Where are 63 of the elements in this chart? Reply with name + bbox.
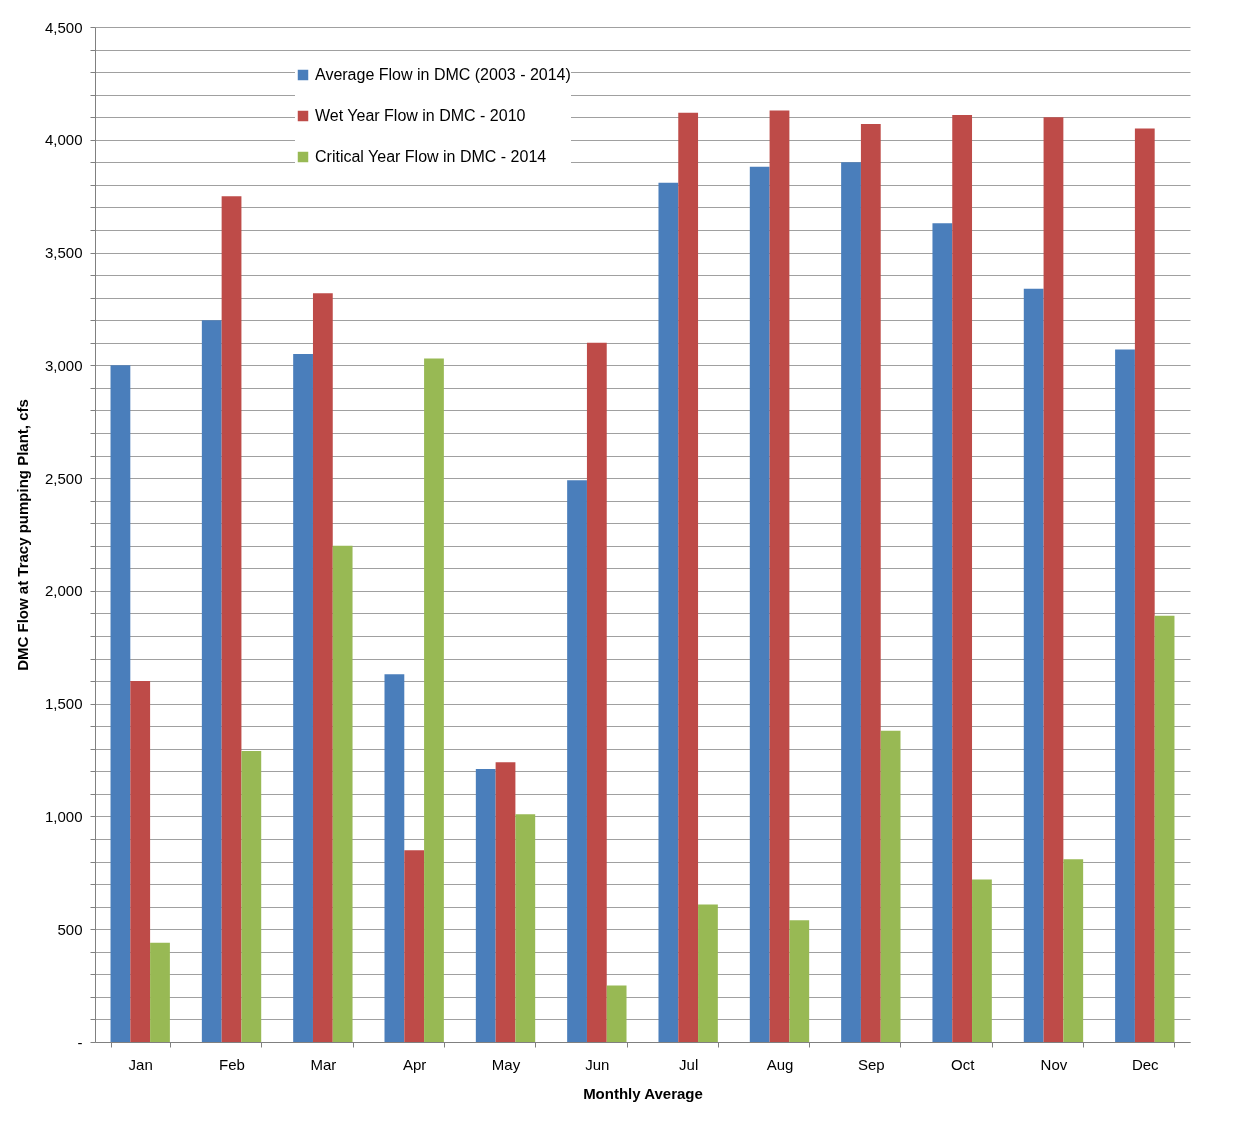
bar xyxy=(384,674,405,1042)
bar xyxy=(312,293,333,1042)
bar xyxy=(658,182,679,1042)
bar xyxy=(586,342,607,1042)
y-tick-label: 4,000 xyxy=(44,131,83,149)
y-tick-label: 500 xyxy=(57,920,83,938)
x-tick-label: Jul xyxy=(679,1055,699,1073)
y-tick-label: 3,000 xyxy=(44,356,83,374)
bar xyxy=(1043,117,1064,1042)
bar xyxy=(932,223,953,1042)
bar xyxy=(880,730,901,1042)
bar xyxy=(1023,288,1044,1042)
x-tick-label: Oct xyxy=(950,1055,976,1073)
bar xyxy=(475,769,496,1042)
x-axis-title: Monthly Average xyxy=(583,1084,703,1102)
bar xyxy=(1063,859,1084,1042)
y-tick-label: 1,500 xyxy=(44,695,83,713)
x-tick-label: Nov xyxy=(1040,1055,1068,1073)
x-tick-label: Apr xyxy=(403,1055,427,1073)
x-tick-label: Aug xyxy=(766,1055,794,1073)
bar xyxy=(769,110,790,1042)
bar xyxy=(110,365,131,1042)
y-tick-label: 4,500 xyxy=(44,18,83,36)
bar xyxy=(606,985,627,1042)
legend-label: Average Flow in DMC (2003 - 2014) xyxy=(315,66,571,83)
bar xyxy=(130,681,151,1042)
bar xyxy=(1154,615,1175,1042)
bar xyxy=(789,920,810,1042)
bar xyxy=(404,850,425,1042)
legend-label: Wet Year Flow in DMC - 2010 xyxy=(315,107,526,124)
x-tick-label: Jan xyxy=(128,1055,153,1073)
x-tick-label: Mar xyxy=(310,1055,337,1073)
bar xyxy=(1134,128,1155,1042)
bar xyxy=(332,545,353,1042)
y-tick-label: 1,000 xyxy=(44,807,83,825)
bar xyxy=(150,942,170,1042)
bar xyxy=(972,879,992,1042)
bar xyxy=(678,112,699,1042)
bar xyxy=(1115,349,1135,1042)
y-axis-title: DMC Flow at Tracy pumping Plant, cfs xyxy=(13,399,31,671)
x-tick-label: Jun xyxy=(585,1055,610,1073)
bar xyxy=(749,166,770,1042)
x-tick-label: May xyxy=(491,1055,521,1073)
y-tick-label: 3,500 xyxy=(44,244,83,262)
legend-label: Critical Year Flow in DMC - 2014 xyxy=(315,148,547,165)
bar xyxy=(567,480,587,1042)
bar xyxy=(952,114,973,1042)
bar xyxy=(698,904,718,1042)
bar xyxy=(293,354,313,1042)
bar xyxy=(221,196,242,1042)
bar xyxy=(201,320,222,1042)
x-tick-label: Sep xyxy=(857,1055,885,1073)
x-tick-label: Feb xyxy=(219,1055,245,1073)
x-tick-label: Dec xyxy=(1131,1055,1160,1073)
y-tick-label: - xyxy=(77,1033,83,1051)
y-tick-label: 2,000 xyxy=(44,582,83,600)
bar xyxy=(495,762,516,1042)
bar xyxy=(860,123,881,1042)
y-tick-label: 2,500 xyxy=(44,469,83,487)
bar xyxy=(241,751,262,1042)
bar xyxy=(515,814,536,1042)
bar xyxy=(841,162,861,1042)
bar xyxy=(424,358,444,1042)
